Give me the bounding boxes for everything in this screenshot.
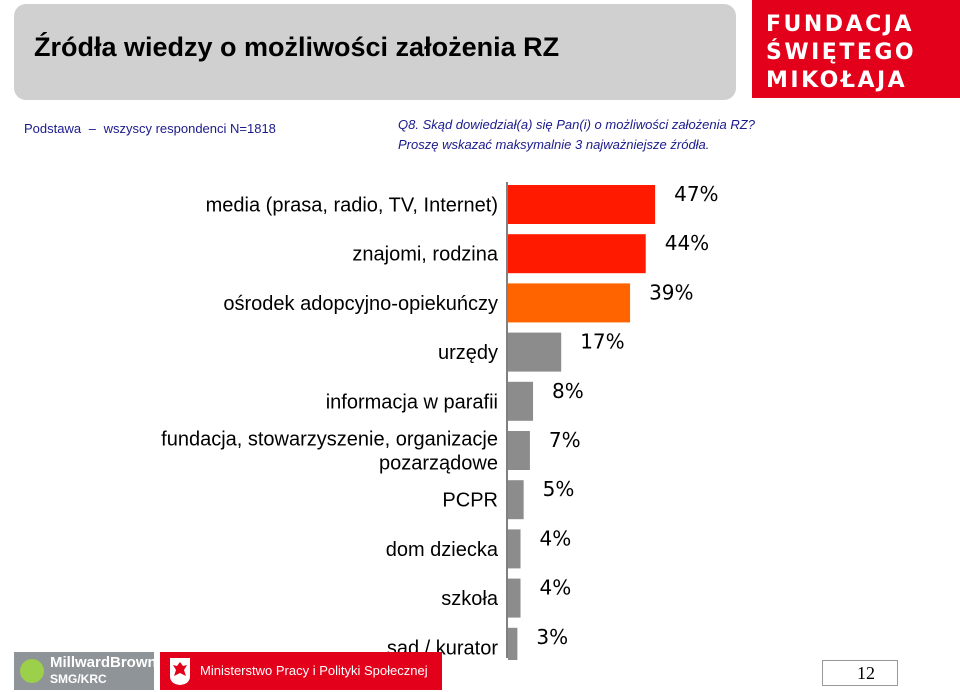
category-label: media (prasa, radio, TV, Internet) [206,195,498,217]
bar [508,283,631,323]
logo-line-2: ŚWIĘTEGO [766,40,917,65]
base-text: wszyscy respondenci N=1818 [103,121,276,136]
value-label: 8% [552,379,584,403]
base-label: Podstawa [24,121,82,136]
value-label: 7% [549,428,581,452]
bar-chart: 47% media (prasa, radio, TV, Internet) 44%… [161,182,719,660]
category-label: urzędy [438,342,498,364]
category-label: ośrodek adopcyjno-opiekuńczy [223,293,498,315]
value-label: 5% [543,477,575,501]
eagle-emblem-icon [170,658,190,685]
bar [508,431,530,470]
question-line-1: Q8. Skąd dowiedział(a) się Pan(i) o możl… [398,117,755,132]
value-label: 44% [665,231,709,255]
question-text: Q8. Skąd dowiedział(a) się Pan(i) o możl… [398,115,755,155]
bar [508,381,534,421]
page-title: Źródła wiedzy o możliwości założenia RZ [34,32,560,62]
category-label: pozarządowe [379,453,498,475]
value-label: 47% [674,182,718,206]
bar [508,578,521,618]
millward-brown-sub: SMG/KRC [50,672,107,686]
bar [508,529,521,569]
ministry-logo: Ministerstwo Pracy i Polityki Społecznej [160,652,442,690]
category-label: informacja w parafii [326,391,498,413]
category-label: PCPR [442,490,498,512]
question-line-2: Proszę wskazać maksymalnie 3 najważniejs… [398,137,710,152]
bar [508,185,656,224]
millward-brown-icon [20,659,44,683]
value-label: 4% [540,526,572,550]
category-label: fundacja, stowarzyszenie, organizacje [161,429,498,451]
bar [508,332,562,372]
value-label: 17% [580,330,624,354]
logo-line-1: FUNDACJA [766,12,914,37]
millward-brown-name: MillwardBrown [50,654,157,671]
bar [508,627,518,660]
category-label: szkoła [441,588,499,610]
logo-line-3: MIKOŁAJA [766,68,908,93]
bar [508,480,524,520]
value-label: 4% [540,576,572,600]
title-box: Źródła wiedzy o możliwości założenia RZ [14,4,736,100]
category-label: znajomi, rodzina [352,244,499,266]
base-dash: – [88,121,96,136]
value-label: 39% [649,280,693,304]
sample-base: Podstawa – wszyscy respondenci N=1818 [24,121,276,136]
bar [508,234,646,274]
ministry-name: Ministerstwo Pracy i Polityki Społecznej [200,663,428,678]
category-label: dom dziecka [386,539,499,561]
millward-brown-logo: MillwardBrown SMG/KRC [14,652,157,690]
page-number: 12 [822,660,898,686]
value-label: 3% [536,625,568,649]
fundacja-logo: FUNDACJA ŚWIĘTEGO MIKOŁAJA [752,0,960,98]
